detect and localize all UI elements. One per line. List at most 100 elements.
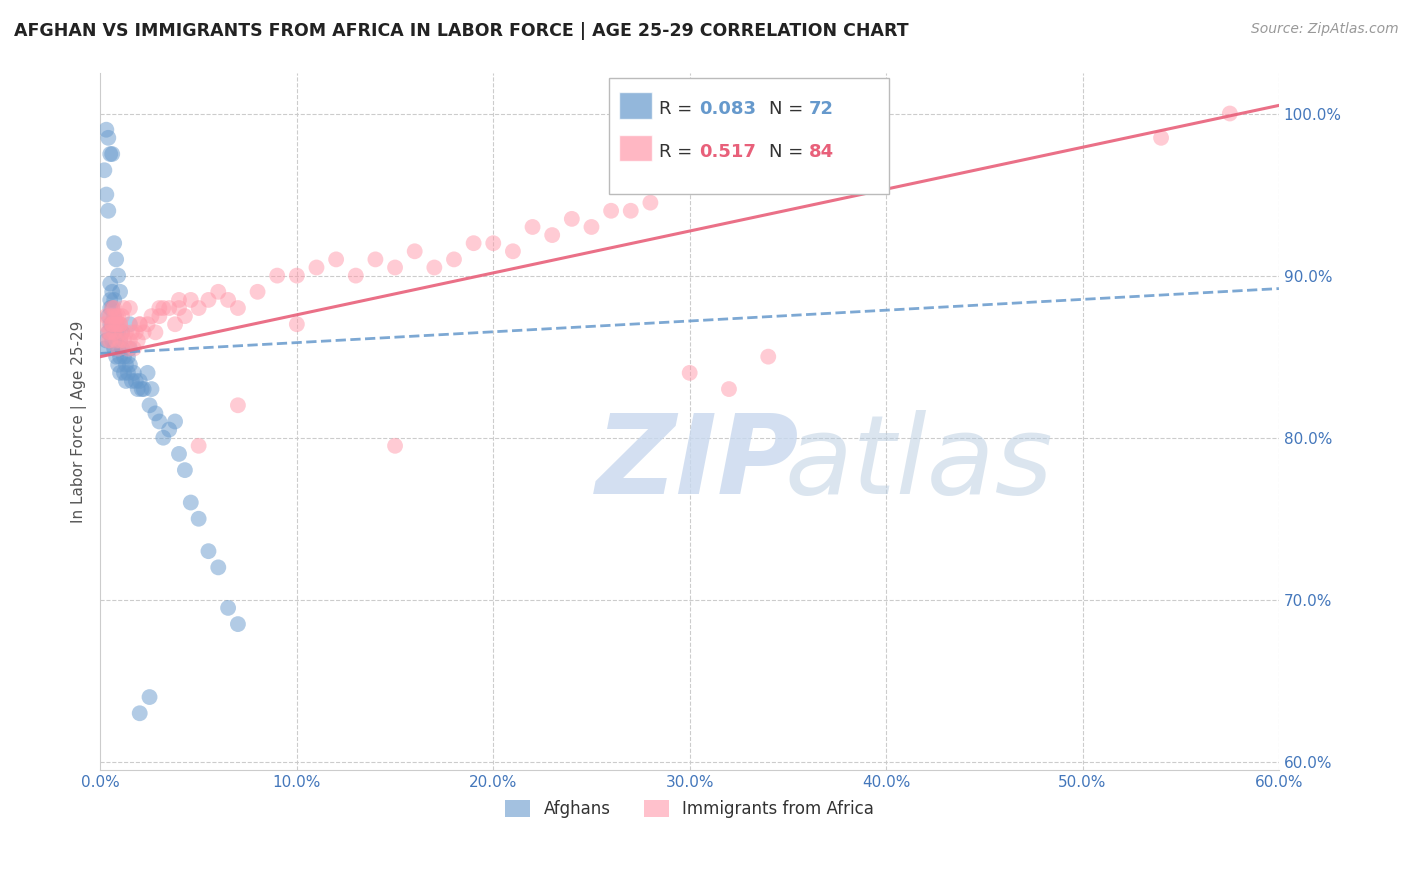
Point [640,195,662,210]
Text: 72: 72 [808,100,834,118]
Point [103,293,125,307]
Point [112,334,135,348]
Point [541,228,564,243]
Point [717,382,740,396]
Point [443,252,465,267]
Point [167,293,190,307]
Point [105,334,128,348]
Point [101,317,124,331]
Point [115,326,138,340]
Point [165,317,187,331]
Point [148,309,170,323]
Point [96,122,118,136]
Point [136,317,159,331]
Point [103,309,125,323]
Point [107,342,129,356]
Point [620,203,643,218]
Point [93,342,115,356]
Point [98,147,121,161]
Point [101,317,124,331]
Point [285,317,308,331]
Point [207,560,229,574]
Point [1219,106,1241,120]
Point [305,260,328,275]
Point [107,326,129,340]
Point [121,326,143,340]
Point [125,374,148,388]
Point [117,350,139,364]
Point [105,317,128,331]
Point [187,512,209,526]
Point [128,317,150,331]
Point [98,301,121,315]
Point [108,317,131,331]
Point [226,301,249,315]
Point [148,301,170,315]
Point [404,244,426,259]
Point [118,301,141,315]
Point [108,285,131,299]
Point [97,334,120,348]
Point [482,236,505,251]
Text: 0.083: 0.083 [699,100,756,118]
Point [167,447,190,461]
Point [197,544,219,558]
Point [97,326,120,340]
Point [93,163,115,178]
Point [174,309,197,323]
Point [118,334,141,348]
Point [132,382,155,396]
Point [111,342,134,356]
Point [118,358,141,372]
Point [107,268,129,283]
Point [121,374,143,388]
Point [125,326,148,340]
Point [103,301,125,315]
Point [112,301,135,315]
Point [226,617,249,632]
Point [180,495,202,509]
Point [97,203,120,218]
Point [157,301,180,315]
Point [325,252,347,267]
Point [384,439,406,453]
Point [502,244,524,259]
Point [98,326,121,340]
Point [141,309,163,323]
Point [105,309,128,323]
Point [105,252,128,267]
Point [103,326,125,340]
Point [117,366,139,380]
Text: 84: 84 [808,143,834,161]
Text: R =: R = [659,100,699,118]
Text: N =: N = [769,100,808,118]
Point [246,285,269,299]
Point [112,366,135,380]
Point [600,203,623,218]
Text: 0.517: 0.517 [699,143,755,161]
Point [98,293,121,307]
Point [127,334,149,348]
Point [103,342,125,356]
Point [131,382,153,396]
Point [128,374,150,388]
Point [187,301,209,315]
Point [285,268,308,283]
Point [101,334,124,348]
Point [97,326,120,340]
Point [581,219,603,234]
Text: N =: N = [769,143,808,161]
Point [463,236,485,251]
Point [180,293,202,307]
Point [97,309,120,323]
Point [157,423,180,437]
Point [115,358,138,372]
Point [111,326,134,340]
Point [101,285,124,299]
Point [105,350,128,364]
Point [364,252,387,267]
Point [97,131,120,145]
Point [561,211,583,226]
Point [522,219,544,234]
Point [107,358,129,372]
